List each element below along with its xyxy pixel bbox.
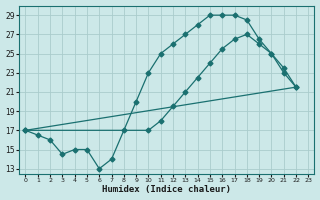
X-axis label: Humidex (Indice chaleur): Humidex (Indice chaleur) (102, 185, 231, 194)
